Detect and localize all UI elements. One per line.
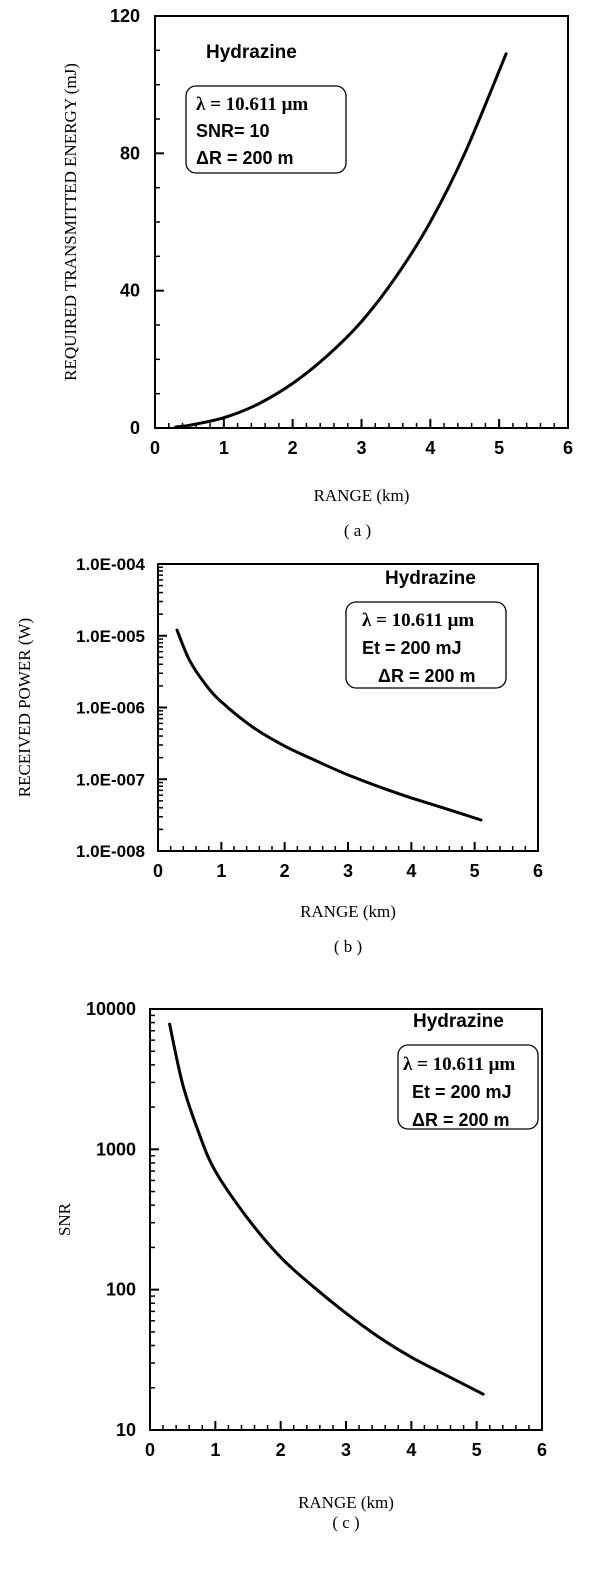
annotation-line: λ = 10.611 μm (196, 94, 308, 115)
x-tick-label: 6 (563, 438, 573, 458)
x-tick-label: 0 (145, 1440, 155, 1460)
x-tick-label: 1 (210, 1440, 220, 1460)
x-tick-label: 0 (150, 438, 160, 458)
panel-b: 0 1 2 3 4 5 6 1.0E-008 1.0E-007 1.0E-006 1.0E-005 1… (15, 555, 543, 956)
x-tick-label: 0 (153, 861, 163, 881)
annotation-line: λ = 10.611 μm (403, 1054, 515, 1075)
annotation-line: ΔR = 200 m (412, 1110, 510, 1130)
panel-caption: ( a ) (344, 521, 371, 540)
y-tick-label: 1000 (96, 1139, 136, 1159)
annotation-title: Hydrazine (413, 1011, 504, 1032)
annotation-title: Hydrazine (385, 568, 476, 589)
x-tick-label: 5 (472, 1440, 482, 1460)
annotation-line: SNR= 10 (196, 121, 270, 141)
y-tick-label: 10000 (86, 999, 136, 1019)
y-tick-label: 10 (116, 1420, 136, 1440)
x-tick-label: 4 (425, 438, 435, 458)
panel-c: 0 1 2 3 4 5 6 10 100 1000 10000 RANGE (km) SNR ( c ) H… (55, 999, 547, 1532)
annotation-line: Et = 200 mJ (412, 1082, 512, 1102)
y-axis-title: SNR (55, 1202, 74, 1236)
y-tick-label: 1.0E-006 (76, 699, 145, 718)
x-tick-label: 3 (341, 1440, 351, 1460)
annotation-line: ΔR = 200 m (196, 148, 294, 168)
x-tick-label: 3 (343, 861, 353, 881)
y-tick-label: 1.0E-004 (76, 555, 146, 574)
x-tick-label: 4 (406, 1440, 416, 1460)
x-tick-label: 1 (216, 861, 226, 881)
plot-frame (154, 15, 569, 429)
series-line (175, 628, 483, 822)
y-tick-label: 80 (120, 143, 140, 163)
x-tick-label: 2 (280, 861, 290, 881)
annotation-box (185, 85, 347, 174)
x-tick-label: 5 (470, 861, 480, 881)
annotation-line: λ = 10.611 μm (362, 610, 474, 631)
x-axis-title: RANGE (km) (314, 486, 410, 505)
y-axis-title: REQUIRED TRANSMITTED ENERGY (mJ) (61, 63, 80, 381)
x-tick-label: 2 (288, 438, 298, 458)
y-tick-label: 1.0E-007 (76, 770, 145, 789)
annotation-box (345, 601, 507, 689)
x-tick-label: 6 (537, 1440, 547, 1460)
series-line (174, 52, 508, 429)
y-tick-label: 0 (130, 418, 140, 438)
x-axis-title: RANGE (km) (298, 1493, 394, 1512)
panel-caption: ( c ) (332, 1513, 359, 1532)
annotation-line: ΔR = 200 m (378, 666, 476, 686)
x-tick-label: 5 (494, 438, 504, 458)
x-tick-label: 3 (356, 438, 366, 458)
y-axis-title: RECEIVED POWER (W) (15, 618, 34, 797)
x-axis-title: RANGE (km) (300, 902, 396, 921)
y-tick-label: 100 (106, 1280, 136, 1300)
y-tick-label: 120 (110, 6, 140, 26)
y-tick-label: 1.0E-008 (76, 842, 145, 861)
x-tick-label: 2 (276, 1440, 286, 1460)
panel-caption: ( b ) (334, 937, 362, 956)
annotation-title: Hydrazine (206, 42, 297, 63)
annotation-line: Et = 200 mJ (362, 638, 462, 658)
x-tick-label: 6 (533, 861, 543, 881)
y-tick-label: 1.0E-005 (76, 627, 145, 646)
x-tick-label: 1 (219, 438, 229, 458)
y-tick-label: 40 (120, 281, 140, 301)
panel-a: 0 1 2 3 4 5 6 0 40 80 120 RANGE (km) REQUIRED TRANSM… (61, 6, 573, 540)
x-tick-label: 4 (406, 861, 416, 881)
annotation-box (397, 1044, 539, 1130)
series-line (168, 1022, 485, 1396)
